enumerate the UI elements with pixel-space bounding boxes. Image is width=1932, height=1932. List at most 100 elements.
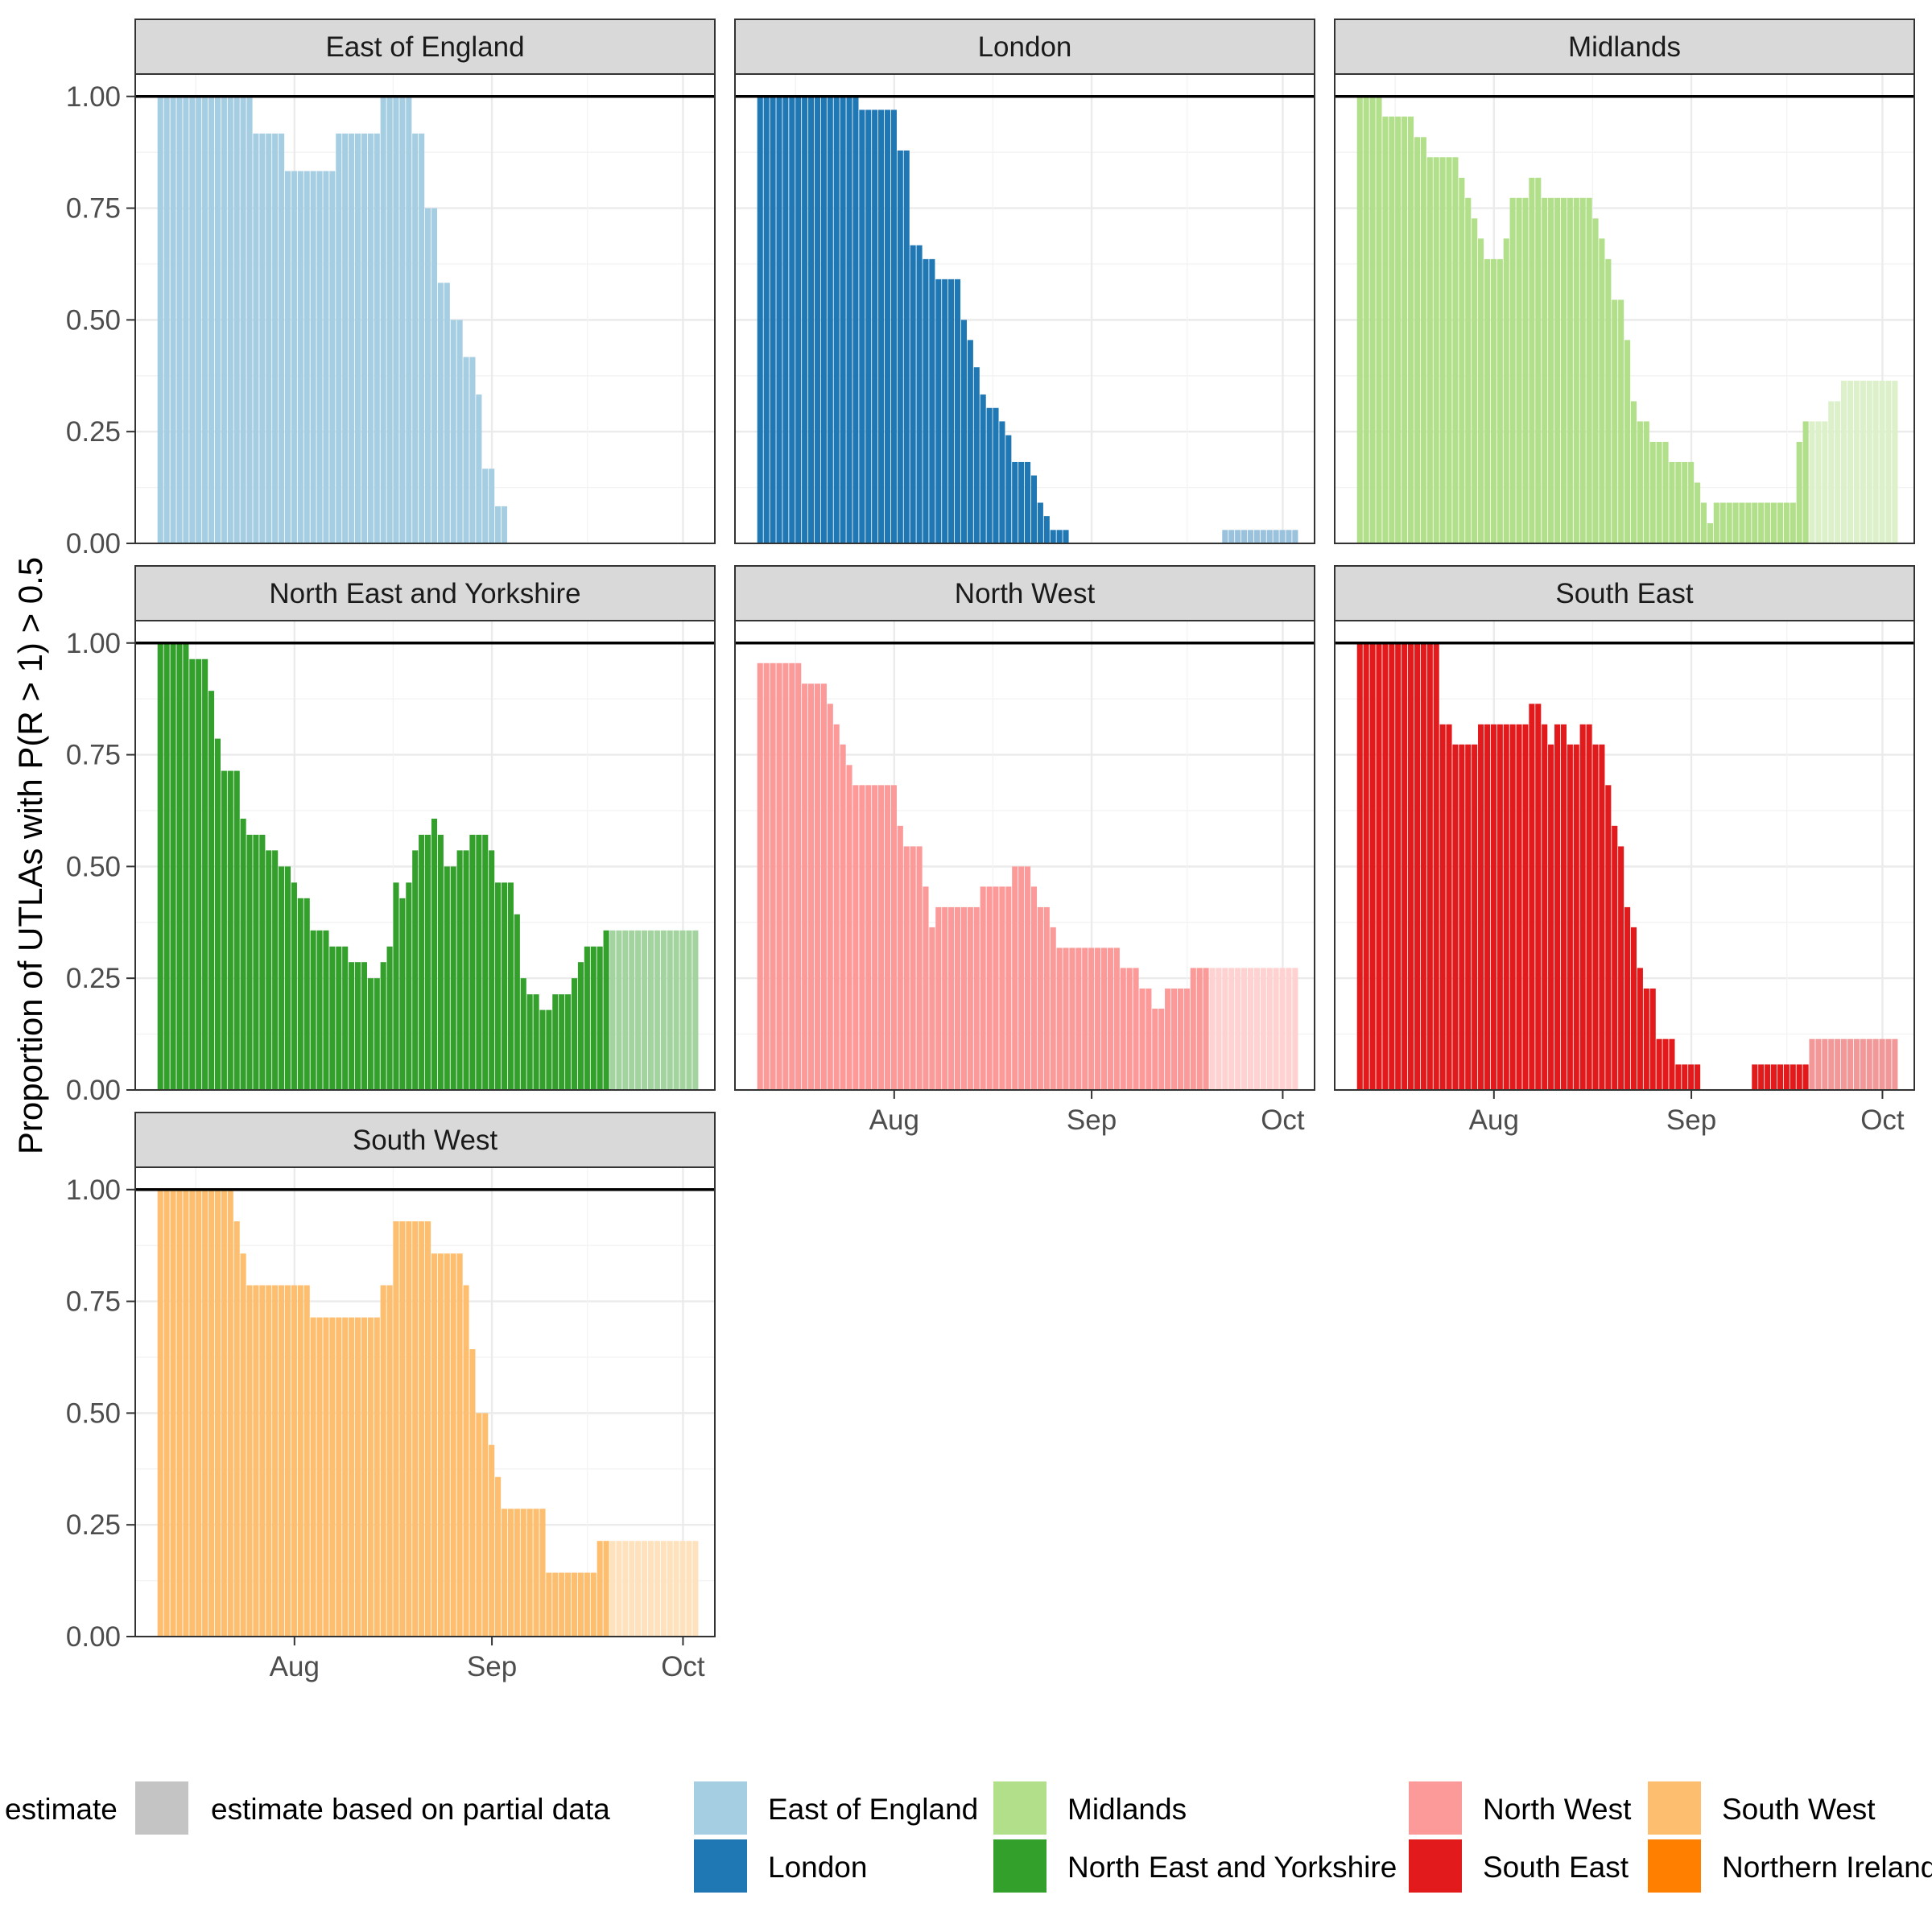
bar: [852, 785, 859, 1090]
bar: [1752, 502, 1758, 543]
bar-partial: [1879, 380, 1885, 543]
bar: [1732, 502, 1739, 543]
bar: [399, 1221, 406, 1637]
bar-partial: [1860, 380, 1866, 543]
bar: [1025, 461, 1031, 543]
bar: [1088, 947, 1095, 1090]
x-tick-label: Aug: [1469, 1104, 1519, 1136]
bar: [1056, 530, 1063, 543]
bar: [1560, 197, 1567, 544]
bar-partial: [629, 930, 635, 1090]
bar: [367, 1317, 374, 1637]
bar: [1075, 947, 1082, 1090]
bar-partial: [654, 930, 660, 1090]
bar-partial: [667, 1541, 673, 1637]
x-axis-south-west: Aug Sep Oct: [270, 1637, 705, 1682]
bar: [1649, 441, 1656, 543]
bar: [316, 171, 323, 544]
bar: [814, 96, 821, 543]
bar: [1452, 744, 1459, 1090]
bar: [1484, 258, 1491, 543]
bar-partial: [673, 1541, 679, 1637]
bar-partial: [1835, 1038, 1841, 1090]
bar: [1407, 116, 1414, 543]
y-axis-title: Proportion of UTLAs with P(R > 1) > 0.5: [11, 557, 49, 1154]
bar: [910, 846, 916, 1090]
panel-south-east: South East: [1334, 565, 1915, 1092]
bar: [865, 785, 872, 1090]
bar: [196, 1189, 202, 1637]
bar-partial: [1228, 530, 1235, 543]
bar-partial: [1292, 530, 1298, 543]
bar-partial: [1885, 380, 1892, 543]
bar: [253, 1285, 259, 1637]
bar: [342, 133, 349, 543]
bar: [1682, 461, 1688, 543]
bar: [240, 818, 246, 1090]
bar: [584, 946, 590, 1090]
bar: [316, 1317, 323, 1637]
bar: [1516, 197, 1522, 544]
panel-strip: [1334, 565, 1915, 621]
bar: [1682, 1064, 1688, 1090]
bar: [539, 1509, 546, 1637]
bar: [437, 283, 444, 543]
bar: [559, 1572, 565, 1637]
bar: [463, 850, 469, 1090]
bar: [584, 1572, 590, 1637]
bar: [1503, 724, 1509, 1090]
bar: [1770, 502, 1777, 543]
y-tick-label: 1.00: [66, 81, 121, 113]
bar: [960, 320, 967, 543]
bar: [770, 96, 776, 543]
bar: [1802, 1064, 1809, 1090]
bar: [1030, 886, 1038, 1090]
bar: [1043, 516, 1050, 543]
bar: [176, 1189, 183, 1637]
bar: [942, 906, 948, 1090]
bar: [565, 1572, 572, 1637]
bar: [456, 850, 463, 1090]
bar: [1170, 988, 1178, 1090]
bar: [469, 357, 476, 543]
bar: [221, 96, 227, 543]
bar: [884, 785, 891, 1090]
bar: [189, 1189, 196, 1637]
bar: [903, 150, 910, 543]
bar: [1612, 299, 1618, 543]
bar: [763, 96, 770, 543]
x-tick-label: Sep: [467, 1651, 517, 1682]
bar: [425, 1221, 431, 1637]
panel-title: East of England: [325, 31, 524, 63]
bar: [1790, 1064, 1796, 1090]
bar-partial: [1853, 1038, 1860, 1090]
bar: [323, 1317, 329, 1637]
bar: [1509, 724, 1516, 1090]
bar: [840, 744, 846, 1090]
bar: [1126, 968, 1133, 1090]
bar: [923, 258, 929, 543]
bar-partial: [622, 1541, 629, 1637]
bar: [846, 765, 852, 1090]
bar: [603, 1541, 609, 1637]
legend-item-north-east-and-yorkshire: North East and Yorkshire: [993, 1839, 1397, 1893]
y-tick-label: 0.75: [66, 193, 121, 225]
bar: [291, 171, 297, 544]
bar: [1579, 724, 1586, 1090]
bar: [1522, 197, 1529, 544]
bar: [757, 96, 763, 543]
bar: [380, 96, 386, 543]
bar-partial: [635, 1541, 642, 1637]
bar: [1777, 1064, 1783, 1090]
bar-partial: [616, 1541, 622, 1637]
bar: [1573, 744, 1579, 1090]
panel-midlands: Midlands: [1334, 19, 1915, 545]
bar: [1739, 502, 1745, 543]
facet-panels: East of England 0.00 0.25 0.50 0.75 1.00 Londo…: [66, 19, 1915, 1682]
bar: [437, 1253, 444, 1637]
bar: [763, 663, 770, 1090]
bar: [1624, 906, 1631, 1090]
bar: [1037, 502, 1043, 543]
bar-partial: [1866, 1038, 1872, 1090]
bar-partial: [1872, 380, 1879, 543]
